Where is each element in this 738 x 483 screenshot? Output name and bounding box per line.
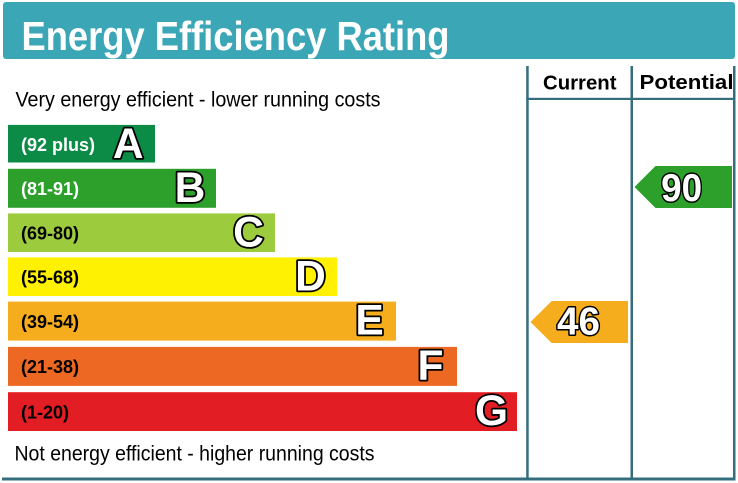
svg-text:(39-54): (39-54) <box>21 312 79 332</box>
svg-text:G: G <box>475 388 508 435</box>
svg-text:90: 90 <box>661 167 702 210</box>
svg-text:D: D <box>295 253 326 300</box>
svg-text:(92 plus): (92 plus) <box>21 135 95 155</box>
svg-text:F: F <box>418 343 444 390</box>
svg-text:(69-80): (69-80) <box>21 224 79 244</box>
svg-text:(55-68): (55-68) <box>21 268 79 288</box>
svg-text:Very energy efficient - lower: Very energy efficient - lower running co… <box>16 87 381 111</box>
svg-text:Energy Efficiency Rating: Energy Efficiency Rating <box>22 13 450 59</box>
svg-text:Current: Current <box>543 72 617 94</box>
svg-text:B: B <box>175 165 206 212</box>
svg-text:46: 46 <box>557 301 600 344</box>
svg-text:Not energy efficient - higher: Not energy efficient - higher running co… <box>15 442 375 466</box>
svg-text:C: C <box>233 209 264 256</box>
svg-text:(1-20): (1-20) <box>21 403 69 423</box>
svg-text:Potential: Potential <box>640 72 734 94</box>
svg-text:E: E <box>355 298 383 345</box>
svg-text:(81-91): (81-91) <box>21 179 79 199</box>
svg-text:A: A <box>113 121 144 168</box>
svg-text:(21-38): (21-38) <box>21 357 79 377</box>
